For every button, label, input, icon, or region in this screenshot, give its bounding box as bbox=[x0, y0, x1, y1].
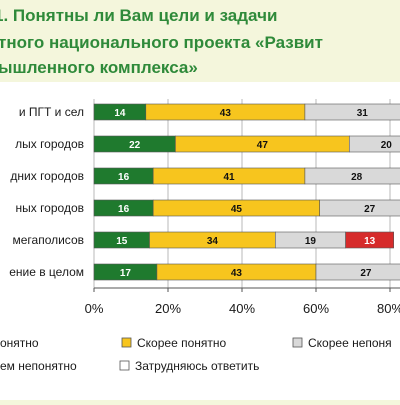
legend-label: Скорее понятно bbox=[137, 336, 227, 350]
x-tick-label: 20% bbox=[155, 301, 181, 316]
legend-label: Затрудняюсь ответить bbox=[135, 359, 259, 373]
chart-area: 14 43 31 и ПГТ и сел 22 47 20 лых городов 16 41 28… bbox=[0, 82, 400, 400]
legend-label: ем непонятно bbox=[0, 359, 77, 373]
data-label: 34 bbox=[207, 236, 219, 247]
legend-swatch bbox=[292, 337, 303, 348]
data-label: 14 bbox=[114, 108, 126, 119]
legend-label: онятно bbox=[0, 336, 39, 350]
bar-segment bbox=[304, 103, 400, 121]
data-label: 13 bbox=[364, 236, 376, 247]
data-label: 27 bbox=[364, 204, 376, 215]
x-tick-label: 40% bbox=[229, 301, 255, 316]
data-label: 47 bbox=[257, 140, 269, 151]
data-label: 17 bbox=[120, 268, 132, 279]
data-label: 19 bbox=[305, 236, 317, 247]
category-label: мегаполисов bbox=[12, 233, 84, 247]
category-label: и ПГТ и сел bbox=[19, 105, 84, 119]
legend-label: Скорее непоня bbox=[308, 336, 392, 350]
legend-swatch bbox=[119, 360, 130, 371]
data-label: 22 bbox=[129, 140, 141, 151]
category-label: ение в целом bbox=[9, 265, 84, 279]
data-label: 16 bbox=[118, 172, 130, 183]
data-label: 43 bbox=[220, 108, 232, 119]
category-label: лых городов bbox=[15, 137, 84, 151]
legend-swatch bbox=[121, 337, 132, 348]
data-label: 20 bbox=[381, 140, 393, 151]
bar-segment bbox=[348, 135, 400, 153]
data-label: 31 bbox=[357, 108, 369, 119]
data-label: 45 bbox=[231, 204, 243, 215]
data-label: 43 bbox=[231, 268, 243, 279]
bar-segment bbox=[315, 263, 400, 281]
title-line-2: тного национального проекта «Развит bbox=[0, 33, 323, 52]
category-label: ных городов bbox=[15, 201, 84, 215]
data-label: 27 bbox=[360, 268, 372, 279]
bar-segment bbox=[304, 167, 400, 185]
title-line-1: 1. Понятны ли Вам цели и задачи bbox=[0, 6, 278, 25]
bar-segment bbox=[319, 199, 400, 217]
data-label: 41 bbox=[223, 172, 235, 183]
chart-title: 1. Понятны ли Вам цели и задачи тного на… bbox=[0, 0, 400, 82]
x-tick-label: 60% bbox=[303, 301, 329, 316]
data-label: 28 bbox=[351, 172, 363, 183]
data-label: 16 bbox=[118, 204, 130, 215]
bar-segment bbox=[345, 231, 395, 249]
title-line-3: ышленного комплекса» bbox=[0, 58, 198, 77]
data-label: 15 bbox=[116, 236, 128, 247]
x-tick-label: 80% bbox=[377, 301, 400, 316]
category-label: дних городов bbox=[10, 169, 84, 183]
stacked-bar-chart: 14 43 31 и ПГТ и сел 22 47 20 лых городов 16 41 28… bbox=[0, 99, 400, 373]
x-tick-label: 0% bbox=[85, 301, 104, 316]
